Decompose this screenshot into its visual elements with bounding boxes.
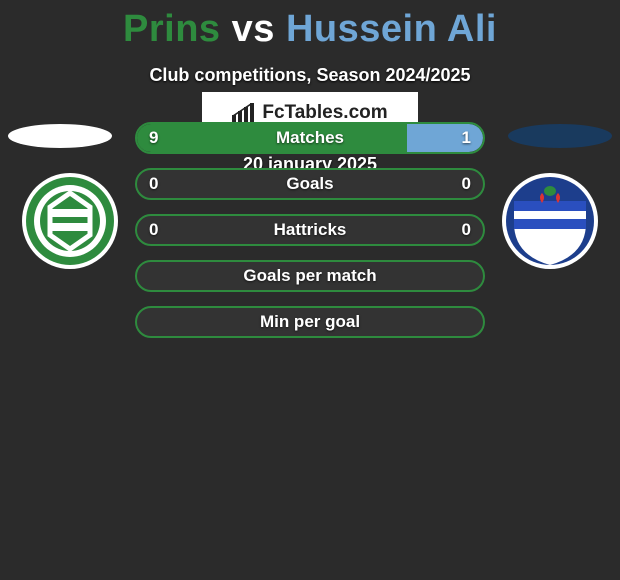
title-player1: Prins: [123, 8, 221, 50]
stat-value-left: 0: [149, 220, 158, 240]
stat-value-right: 1: [462, 128, 471, 148]
stat-value-right: 0: [462, 220, 471, 240]
stat-row: Goals per match: [135, 260, 485, 292]
groningen-crest-icon: [20, 171, 120, 271]
subtitle: Club competitions, Season 2024/2025: [0, 65, 620, 86]
stat-label: Goals: [286, 174, 333, 194]
stat-label: Matches: [276, 128, 344, 148]
stat-value-left: 0: [149, 174, 158, 194]
page-title: Prins vs Hussein Ali: [0, 0, 620, 51]
player2-club-badge: [500, 179, 600, 263]
stat-row: 9 1 Matches: [135, 122, 485, 154]
stat-fill-left: [137, 124, 407, 152]
brand-text: FcTables.com: [262, 102, 387, 124]
stat-fill-right: [407, 124, 483, 152]
stat-label: Hattricks: [274, 220, 347, 240]
stat-label: Goals per match: [243, 266, 376, 286]
heerenveen-crest-icon: [500, 171, 600, 271]
stat-value-right: 0: [462, 174, 471, 194]
player1-oval: [8, 124, 112, 148]
player1-club-badge: [20, 179, 120, 263]
stats-rows: 9 1 Matches 0 0 Goals 0 0 Hattricks Goals per mat…: [135, 122, 485, 352]
stat-row: 0 0 Goals: [135, 168, 485, 200]
player2-oval: [508, 124, 612, 148]
stat-row: 0 0 Hattricks: [135, 214, 485, 246]
stat-label: Min per goal: [260, 312, 360, 332]
title-player2: Hussein Ali: [286, 8, 497, 50]
bar-chart-icon: [232, 103, 256, 123]
title-vs: vs: [232, 8, 286, 50]
stat-row: Min per goal: [135, 306, 485, 338]
stat-value-left: 9: [149, 128, 158, 148]
